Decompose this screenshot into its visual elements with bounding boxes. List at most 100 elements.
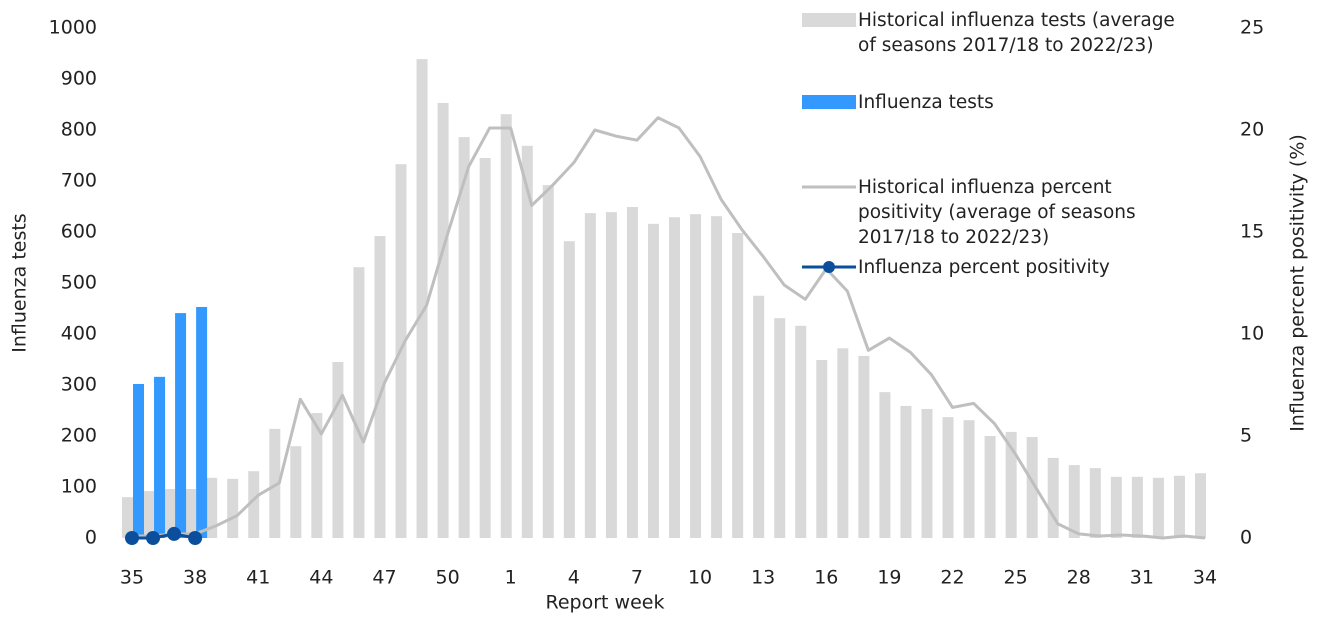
x-tick-label: 19 bbox=[877, 567, 901, 589]
x-tick-label: 50 bbox=[435, 567, 459, 589]
bar bbox=[711, 216, 723, 538]
bar bbox=[143, 491, 155, 538]
bar bbox=[669, 217, 681, 538]
y2-tick-label: 15 bbox=[1240, 221, 1264, 243]
bar bbox=[879, 392, 891, 538]
x-tick-label: 25 bbox=[1004, 567, 1028, 589]
bar bbox=[416, 59, 428, 539]
bar bbox=[963, 420, 975, 538]
legend-item: Influenza tests bbox=[800, 90, 1180, 115]
bar bbox=[154, 376, 166, 538]
marker bbox=[125, 531, 139, 545]
bar bbox=[921, 408, 933, 538]
legend-swatch bbox=[802, 13, 856, 27]
x-tick-label: 35 bbox=[120, 567, 144, 589]
legend-label: Influenza percent positivity bbox=[858, 257, 1110, 278]
bar bbox=[816, 360, 828, 538]
x-tick-label: 1 bbox=[505, 567, 517, 589]
bar bbox=[196, 306, 208, 538]
bar bbox=[1068, 465, 1080, 538]
y2-tick-label: 10 bbox=[1240, 323, 1264, 345]
bar bbox=[175, 313, 187, 538]
bar bbox=[206, 477, 218, 538]
bar bbox=[500, 114, 512, 538]
bar bbox=[521, 145, 533, 538]
x-tick-label: 34 bbox=[1193, 567, 1217, 589]
y-tick-label: 100 bbox=[61, 476, 97, 498]
bar bbox=[837, 348, 849, 538]
legend-label: Historical influenza percent positivity … bbox=[858, 177, 1136, 248]
marker bbox=[146, 531, 161, 545]
bar bbox=[353, 267, 365, 538]
bar bbox=[984, 436, 996, 538]
y-tick-label: 200 bbox=[61, 425, 97, 447]
y-axis-label: Influenza tests bbox=[9, 213, 31, 352]
legend-swatch bbox=[802, 95, 856, 109]
bar bbox=[795, 325, 807, 538]
x-tick-label: 10 bbox=[688, 567, 712, 589]
y-tick-label: 300 bbox=[61, 374, 97, 396]
bar bbox=[133, 383, 144, 538]
y-tick-label: 700 bbox=[61, 170, 97, 192]
bar bbox=[774, 318, 786, 538]
bar bbox=[732, 233, 744, 538]
x-tick-label: 38 bbox=[183, 567, 207, 589]
bar bbox=[185, 489, 197, 538]
bar bbox=[458, 137, 470, 538]
bar bbox=[900, 405, 912, 538]
bar bbox=[479, 158, 491, 539]
bar bbox=[227, 478, 239, 538]
legend-swatch bbox=[802, 185, 856, 189]
legend-item: Historical influenza percent positivity … bbox=[800, 175, 1180, 250]
legend-label: Influenza tests bbox=[858, 92, 994, 113]
bar bbox=[690, 214, 702, 538]
bar bbox=[1173, 475, 1185, 538]
x-tick-label: 41 bbox=[246, 567, 270, 589]
bar bbox=[542, 185, 554, 538]
x-tick-label: 4 bbox=[568, 567, 580, 589]
x-tick-label: 7 bbox=[631, 567, 643, 589]
bar bbox=[1195, 473, 1206, 538]
y-tick-label: 1000 bbox=[49, 17, 97, 39]
bar bbox=[1005, 431, 1017, 538]
y-tick-label: 0 bbox=[85, 527, 97, 549]
legend-item: Historical influenza tests (average of s… bbox=[800, 8, 1180, 58]
legend-item: Influenza percent positivity bbox=[800, 255, 1180, 280]
bar bbox=[858, 355, 870, 538]
bar bbox=[753, 295, 765, 538]
bar bbox=[942, 417, 954, 538]
x-tick-label: 16 bbox=[814, 567, 838, 589]
y-tick-label: 900 bbox=[61, 68, 97, 90]
y2-tick-label: 25 bbox=[1240, 17, 1264, 39]
legend-label: Historical influenza tests (average of s… bbox=[858, 10, 1175, 56]
y-tick-label: 500 bbox=[61, 272, 97, 294]
bar bbox=[437, 102, 449, 538]
x-tick-label: 22 bbox=[940, 567, 964, 589]
legend-swatch-fill bbox=[802, 13, 856, 27]
y-tick-label: 400 bbox=[61, 323, 97, 345]
legend-swatch-fill bbox=[802, 95, 856, 109]
bar bbox=[1131, 476, 1143, 538]
bar bbox=[626, 207, 638, 538]
y2-axis-label: Influenza percent positivity (%) bbox=[1287, 134, 1309, 432]
marker bbox=[188, 531, 203, 545]
x-tick-label: 13 bbox=[751, 567, 775, 589]
legend-swatch-marker bbox=[823, 261, 835, 273]
y-tick-label: 800 bbox=[61, 119, 97, 141]
bar bbox=[290, 446, 302, 538]
legend-swatch bbox=[802, 261, 856, 273]
x-tick-label: 47 bbox=[372, 567, 396, 589]
marker bbox=[167, 526, 182, 541]
x-axis-label: Report week bbox=[546, 592, 665, 614]
x-tick-label: 31 bbox=[1130, 567, 1154, 589]
x-tick-label: 44 bbox=[309, 567, 333, 589]
y2-tick-label: 5 bbox=[1240, 425, 1252, 447]
bar bbox=[584, 213, 596, 538]
bar bbox=[1152, 477, 1164, 538]
bar bbox=[332, 362, 344, 538]
y-tick-label: 600 bbox=[61, 221, 97, 243]
x-tick-label: 28 bbox=[1067, 567, 1091, 589]
bar bbox=[269, 428, 281, 538]
bar bbox=[1047, 457, 1059, 538]
